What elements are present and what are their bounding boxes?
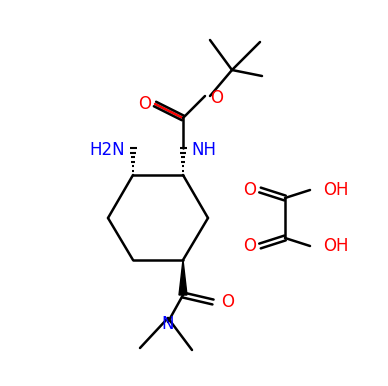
Text: O: O <box>221 293 234 311</box>
Text: OH: OH <box>323 181 348 199</box>
Text: O: O <box>210 89 223 107</box>
Text: O: O <box>244 237 256 255</box>
Text: OH: OH <box>323 237 348 255</box>
Text: N: N <box>162 315 174 333</box>
Text: O: O <box>244 181 256 199</box>
Text: H2N: H2N <box>89 141 125 159</box>
Polygon shape <box>179 260 187 295</box>
Text: O: O <box>139 95 151 113</box>
Text: NH: NH <box>191 141 216 159</box>
